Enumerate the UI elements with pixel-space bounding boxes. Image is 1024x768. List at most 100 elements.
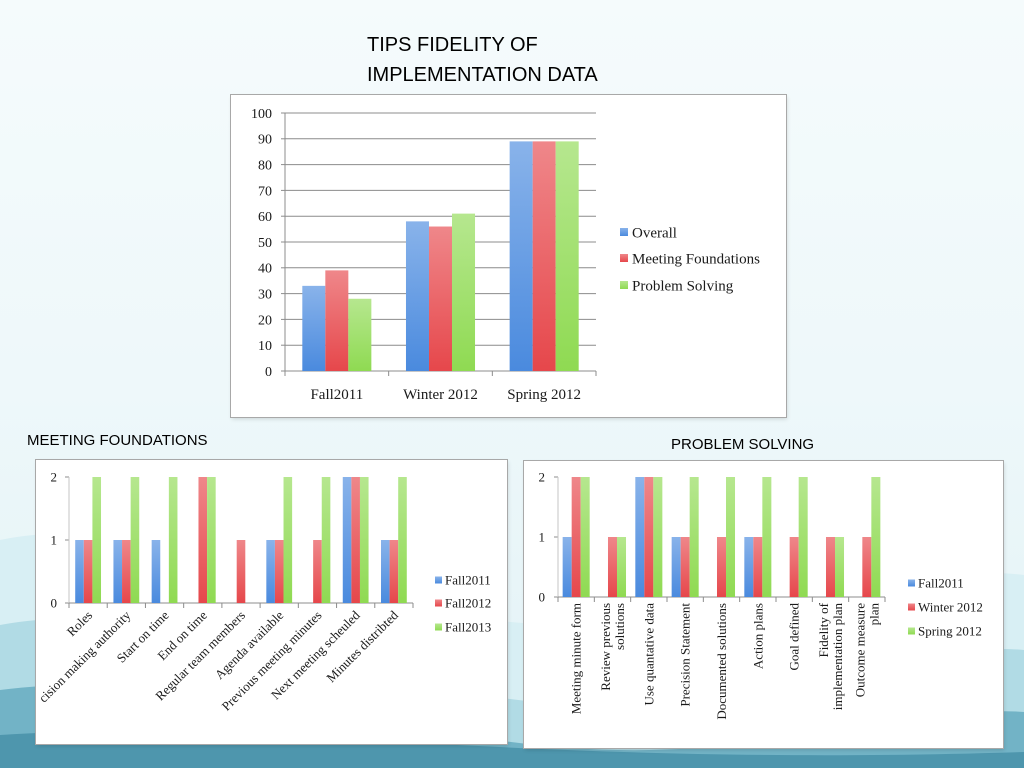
bar-fall2013-end-on-time <box>207 477 216 603</box>
slide-title: TIPS FIDELITY OF IMPLEMENTATION DATA <box>367 30 598 90</box>
bar-fall2011-meeting-minute-form <box>562 537 572 597</box>
bar-winter-2012-fidelity-of-implementation-plan <box>825 537 836 597</box>
bars <box>562 477 881 597</box>
legend-label-fall2013: Fall2013 <box>445 620 491 635</box>
bar-fall2012-minutes-distribted <box>389 540 399 603</box>
bar-spring-2012-meeting-minute-form <box>580 477 590 597</box>
problem-solving-label: PROBLEM SOLVING <box>671 436 815 453</box>
x-tick-label: Outcome measure <box>852 603 867 697</box>
bar-spring-2012-fidelity-of-implementation-plan <box>835 537 845 597</box>
bar-meeting-foundations-fall2011 <box>325 270 349 371</box>
bar-problem-solving-winter-2012 <box>452 213 476 371</box>
bar-winter-2012-review-previous-solutions <box>607 537 618 597</box>
y-tick-label: 0 <box>51 596 58 611</box>
y-tick-label: 1 <box>539 530 546 545</box>
legend-swatch-fall2012 <box>435 599 442 607</box>
bar-fall2012-end-on-time <box>198 477 208 603</box>
bar-winter-2012-goal-defined <box>789 537 799 597</box>
x-tick-label: Review previous <box>598 603 613 691</box>
bar-spring-2012-use-quantative-data <box>653 477 663 597</box>
legend-label-winter-2012: Winter 2012 <box>918 600 983 615</box>
bar-meeting-foundations-spring-2012 <box>532 141 556 371</box>
bar-winter-2012-action-plans <box>753 537 763 597</box>
x-tick-label: Fall2011 <box>310 387 363 403</box>
legend-swatch-meeting-foundations <box>620 254 628 262</box>
chart-meeting-foundations: 0 1 2 Roles cision making authority Start on … <box>35 459 508 745</box>
legend-label-meeting-foundations: Meeting Foundations <box>632 251 760 267</box>
y-tick-label: 10 <box>258 339 272 354</box>
bar-fall2013-agenda-available <box>283 477 293 603</box>
bar-fall2012-next-meeting-scheuled <box>351 477 360 603</box>
x-tick-label: Roles <box>64 608 96 640</box>
x-tick-label: Meeting minute form <box>569 603 584 714</box>
bar-fall2011-agenda-available <box>266 540 275 603</box>
bar-fall2011-action-plans <box>744 537 754 597</box>
x-tick-label: solutions <box>612 603 627 650</box>
bar-fall2011-cision-making-authority <box>113 540 123 603</box>
x-tick-label: Minutes distribted <box>323 607 401 685</box>
bar-fall2012-roles <box>83 540 93 603</box>
bar-fall2012-agenda-available <box>274 540 284 603</box>
bar-winter-2012-meeting-minute-form <box>571 477 581 597</box>
y-tick-label: 20 <box>258 313 272 328</box>
legend-label-overall: Overall <box>632 225 677 241</box>
bar-problem-solving-spring-2012 <box>555 141 579 371</box>
bar-spring-2012-action-plans <box>762 477 772 597</box>
bar-fall2012-regular-team-members <box>236 540 246 603</box>
bar-problem-solving-fall2011 <box>348 298 372 371</box>
bar-fall2011-minutes-distribted <box>380 540 390 603</box>
legend-swatch-fall2013 <box>435 623 442 631</box>
legend-swatch-problem-solving <box>620 281 628 289</box>
bar-fall2012-previous-meeting-minutes <box>313 540 322 603</box>
y-tick-label: 80 <box>258 159 272 174</box>
bar-spring-2012-goal-defined <box>798 477 808 597</box>
y-tick-label: 2 <box>51 470 58 485</box>
bar-fall2011-next-meeting-scheuled <box>342 477 352 603</box>
chart-problem-solving: 0 1 2 Meeting minute form Review previous sol… <box>523 460 1004 749</box>
x-tick-label: Agenda available <box>212 607 287 682</box>
x-tick-label: Spring 2012 <box>507 387 581 403</box>
y-tick-label: 50 <box>258 236 272 251</box>
x-tick-labels: Fall2011 Winter 2012 Spring 2012 <box>310 387 581 403</box>
legend: Fall2011 Fall2012 Fall2013 <box>435 573 491 635</box>
x-tick-label: Fidelity of <box>816 602 831 657</box>
x-tick-label: Use quantative data <box>641 603 656 706</box>
y-tick-label: 100 <box>251 107 272 122</box>
bar-chart-svg: 0 10 20 30 40 50 60 70 80 90 100 Fall2011 Winter 201… <box>251 107 760 403</box>
bar-overall-spring-2012 <box>509 141 533 371</box>
bar-spring-2012-documented-solutions <box>726 477 736 597</box>
y-tick-label: 90 <box>258 133 272 148</box>
y-tick-label: 0 <box>539 590 546 605</box>
bar-winter-2012-documented-solutions <box>716 537 727 597</box>
bar-fall2013-cision-making-authority <box>130 477 140 603</box>
bar-fall2013-previous-meeting-minutes <box>321 477 331 603</box>
bar-fall2013-next-meeting-scheuled <box>359 477 369 603</box>
chart-tips-fidelity: 0 10 20 30 40 50 60 70 80 90 100 Fall2011 Winter 201… <box>230 94 787 418</box>
legend-label-spring-2012: Spring 2012 <box>918 624 982 639</box>
bar-winter-2012-outcome-measure-plan <box>862 537 872 597</box>
bar-fall2013-start-on-time <box>168 477 178 603</box>
bar-winter-2012-precision-statement <box>680 537 690 597</box>
x-tick-label: Winter 2012 <box>403 387 478 403</box>
x-tick-label: Precision Statement <box>678 603 693 707</box>
bar-winter-2012-use-quantative-data <box>644 477 654 597</box>
legend-label-fall2012: Fall2012 <box>445 596 491 611</box>
x-tick-label: implementation plan <box>830 603 845 711</box>
x-tick-label: Goal defined <box>787 603 802 671</box>
x-tick-labels: Meeting minute form Review previous soluti… <box>569 602 882 719</box>
bars <box>75 477 407 603</box>
y-tick-label: 1 <box>51 533 58 548</box>
y-tick-label: 60 <box>258 210 272 225</box>
bar-fall2013-minutes-distribted <box>398 477 407 603</box>
bar-fall2013-roles <box>92 477 102 603</box>
legend-swatch-fall2011 <box>435 576 442 584</box>
bar-meeting-foundations-winter-2012 <box>428 226 453 371</box>
legend-swatch-overall <box>620 228 628 236</box>
y-tick-label: 70 <box>258 184 272 199</box>
x-tick-label: Documented solutions <box>714 603 729 720</box>
bar-overall-winter-2012 <box>405 221 429 371</box>
legend-label-problem-solving: Problem Solving <box>632 278 734 294</box>
x-tick-label: plan <box>866 603 881 626</box>
bar-spring-2012-outcome-measure-plan <box>871 477 881 597</box>
